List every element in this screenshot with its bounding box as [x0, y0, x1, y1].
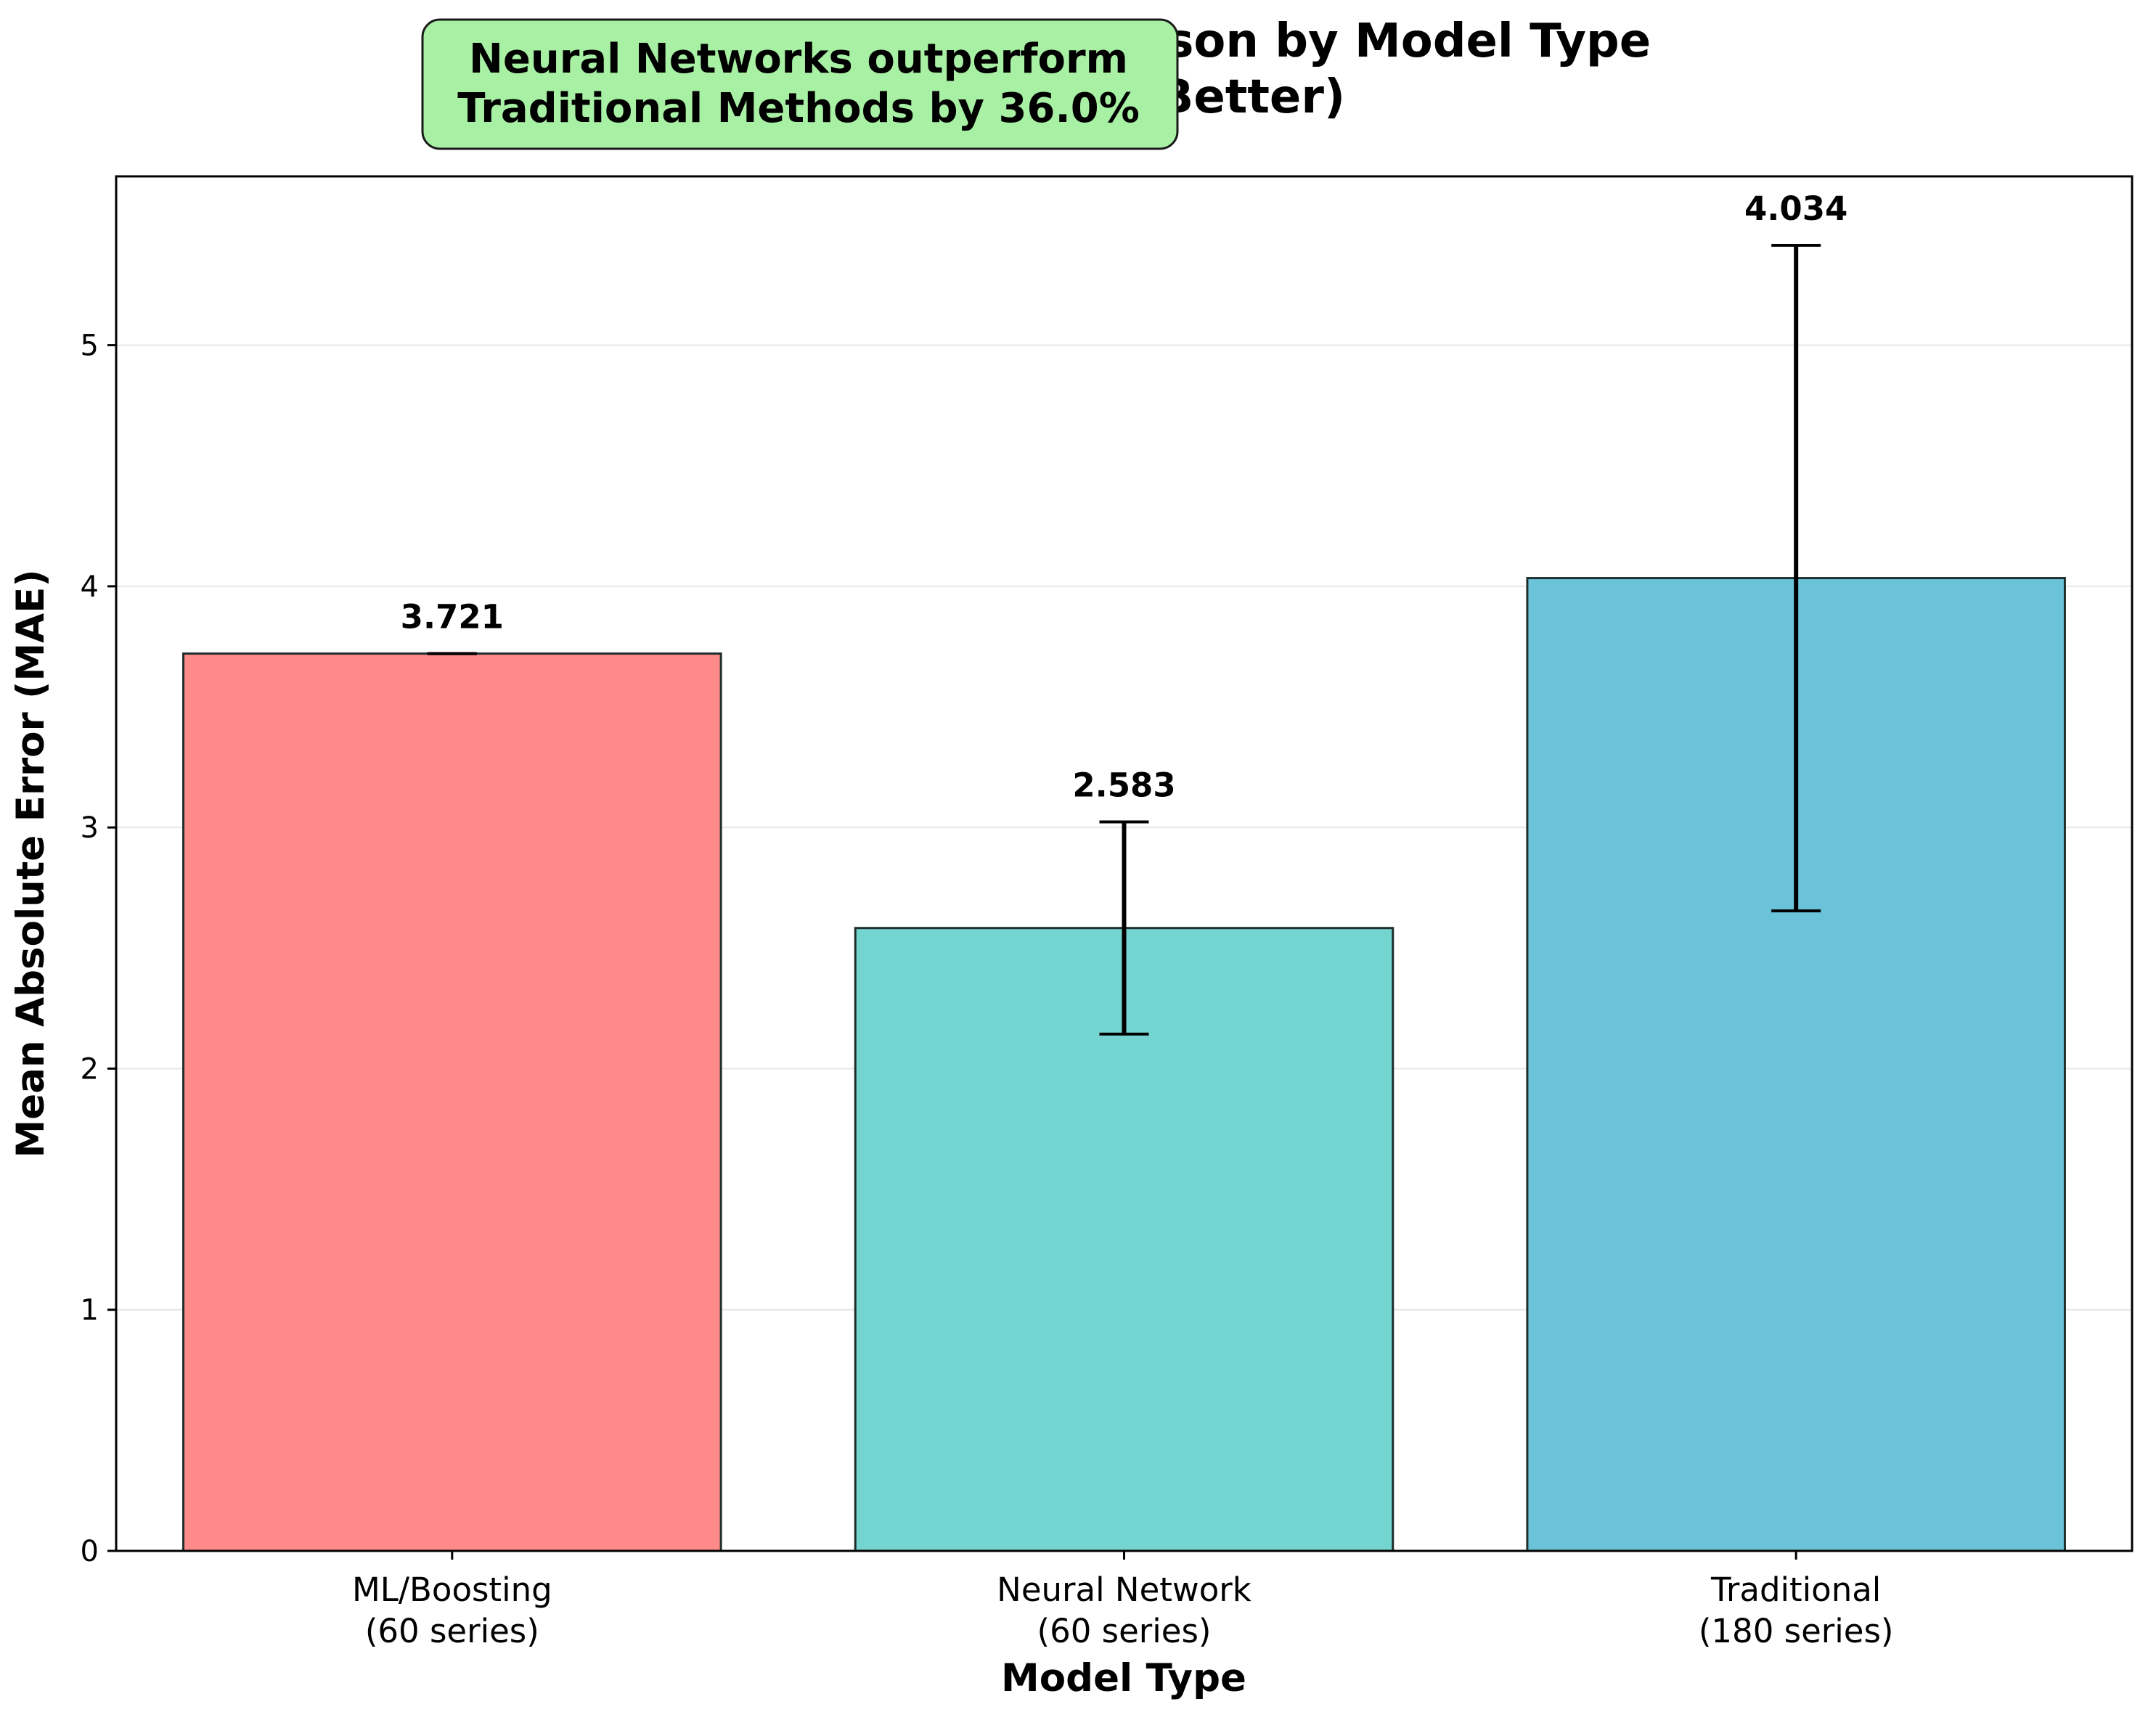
y-tick-label-5: 5 [81, 329, 99, 363]
bars [182, 577, 2066, 1552]
x-axis: ML/Boosting(60 series)Neural Network(60 … [352, 1551, 1893, 1650]
y-tick-label-2: 2 [81, 1052, 99, 1086]
x-tick-label-1-1: (60 series) [1037, 1612, 1212, 1650]
x-tick-label-0-1: (60 series) [365, 1612, 539, 1650]
value-label-0: 3.721 [401, 598, 504, 636]
annotation-line-1: Neural Networks outperform [469, 36, 1128, 83]
bar-0 [182, 652, 722, 1552]
y-tick-label-3: 3 [81, 811, 99, 845]
value-label-2: 4.034 [1744, 189, 1847, 228]
annotation-box: Neural Networks outperform Traditional M… [421, 18, 1179, 150]
x-tick-label-1-0: Neural Network [997, 1570, 1251, 1609]
annotation-line-2: Traditional Methods by 36.0% [457, 85, 1140, 132]
y-axis: 0 1 2 3 4 5 [81, 329, 116, 1568]
y-tick-label-0: 0 [81, 1535, 99, 1568]
x-tick-label-0-0: ML/Boosting [352, 1570, 552, 1609]
x-tick-label-2-0: Traditional [1710, 1570, 1881, 1609]
y-tick-label-4: 4 [81, 570, 99, 604]
error-bars [427, 244, 1821, 1036]
annotation-background [421, 18, 1179, 150]
x-tick-label-2-1: (180 series) [1699, 1612, 1894, 1650]
y-tick-label-1: 1 [81, 1294, 99, 1327]
y-axis-title: Mean Absolute Error (MAE) [9, 569, 53, 1158]
x-axis-title: Model Type [1001, 1656, 1246, 1700]
value-label-1: 2.583 [1072, 766, 1175, 805]
value-labels: 3.721 2.583 4.034 [401, 189, 1848, 804]
